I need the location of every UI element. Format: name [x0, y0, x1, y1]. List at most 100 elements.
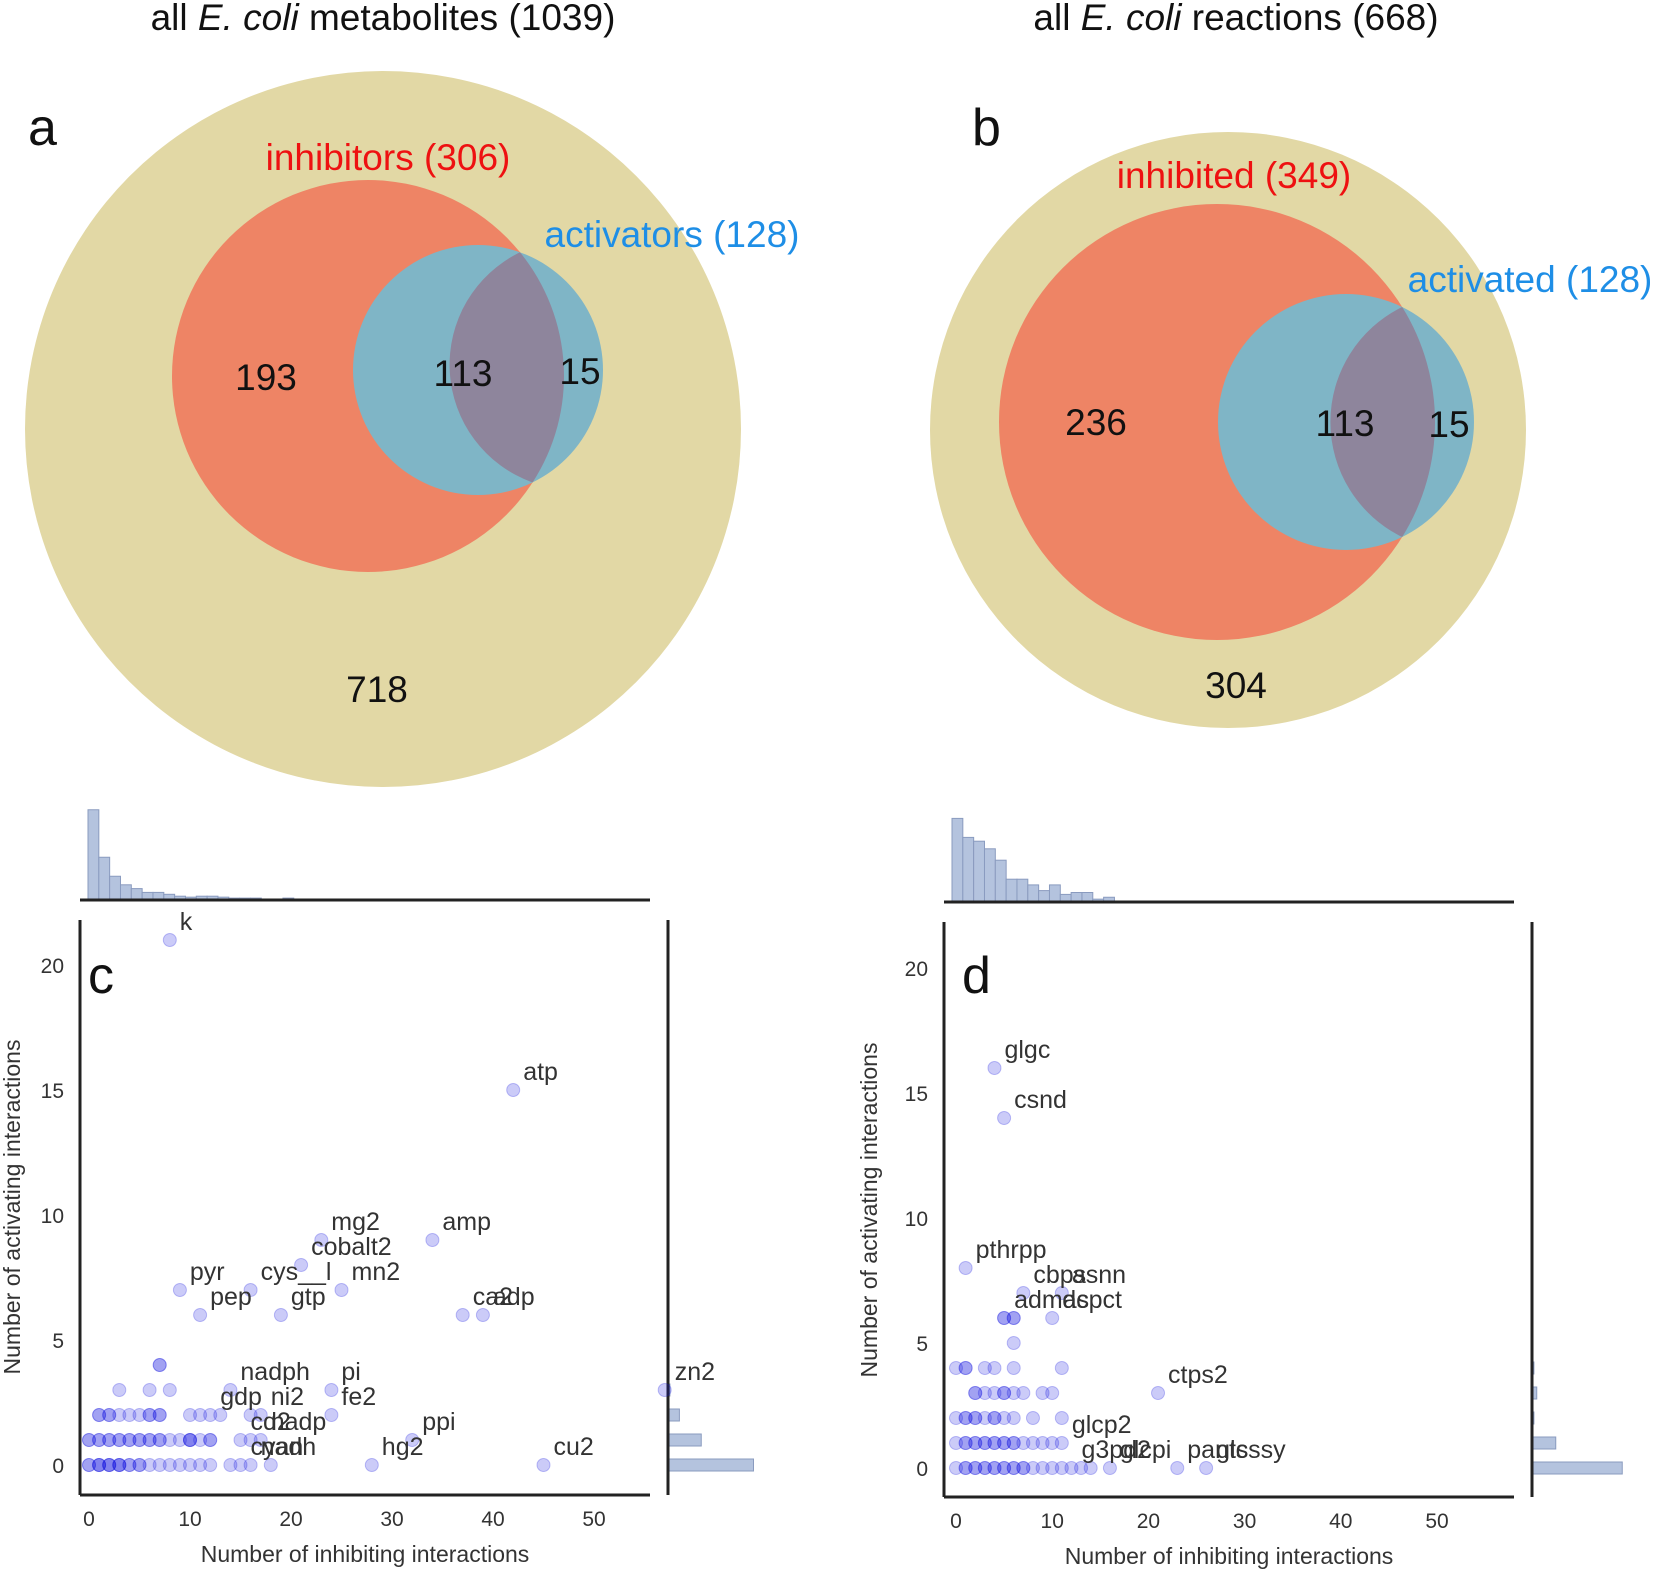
x-tick-label: 0 — [83, 1508, 95, 1531]
scatter-point — [968, 1436, 983, 1450]
venn-b-panel-letter: b — [972, 99, 1001, 157]
scatter-point — [183, 1433, 197, 1447]
point-label: adp — [493, 1283, 535, 1311]
x-tick-label: 30 — [1233, 1510, 1256, 1533]
scatter-point — [102, 1458, 117, 1472]
scatter-point — [132, 1433, 147, 1447]
scatter-point — [958, 1436, 973, 1450]
point-label: pi — [341, 1358, 360, 1386]
top-hist-bar — [951, 817, 964, 903]
scatter-point — [92, 1458, 107, 1472]
scatter-point — [243, 1408, 258, 1422]
point-label: glcpi — [1120, 1436, 1171, 1464]
scatter-point — [1006, 1436, 1021, 1450]
scatter-point — [1006, 1386, 1021, 1400]
scatter-point — [92, 1458, 107, 1472]
scatter-point — [122, 1433, 137, 1447]
scatter-point — [968, 1386, 983, 1400]
scatter-point — [92, 1433, 107, 1447]
top-hist-bar — [1016, 878, 1029, 903]
scatter-point — [455, 1308, 470, 1322]
x-tick-label: 0 — [950, 1510, 962, 1533]
scatter-point — [997, 1436, 1012, 1450]
point-label: atp — [523, 1058, 558, 1086]
scatter-point — [405, 1433, 420, 1447]
venn-b-both: 113 — [1316, 403, 1375, 444]
point-label: nadh — [261, 1433, 317, 1461]
point-label: pthrpp — [976, 1236, 1047, 1264]
scatter-point — [142, 1383, 157, 1397]
scatter-point — [977, 1361, 992, 1375]
point-label: asnn — [1072, 1261, 1126, 1289]
scatter-point — [243, 1433, 258, 1447]
scatter-point — [183, 1408, 197, 1422]
scatter-point — [968, 1411, 983, 1425]
venn-b-title-italic: E. coli — [1081, 0, 1184, 38]
venn-a-set1-label: inhibitors (306) — [266, 137, 511, 178]
scatter-d-xlabel: Number of inhibiting interactions — [1065, 1543, 1394, 1569]
venn-a-only-set2: 15 — [559, 351, 600, 392]
venn-a-title-suffix: metabolites (1039) — [299, 0, 616, 38]
y-tick-label: 15 — [905, 1083, 928, 1106]
scatter-point — [324, 1383, 339, 1397]
scatter-point — [1199, 1461, 1214, 1475]
scatter-point — [253, 1408, 268, 1422]
scatter-point — [949, 1461, 963, 1475]
scatter-point — [1006, 1311, 1021, 1325]
point-label: mg2 — [331, 1208, 380, 1236]
point-label: ni2 — [271, 1383, 304, 1411]
scatter-point — [132, 1458, 147, 1472]
venn-b-only-set2: 15 — [1428, 404, 1469, 445]
scatter-point — [112, 1408, 127, 1422]
scatter-point — [102, 1433, 117, 1447]
scatter-point — [112, 1458, 127, 1472]
scatter-point — [112, 1458, 127, 1472]
top-hist-bar — [1048, 884, 1061, 903]
y-tick-label: 10 — [41, 1205, 64, 1228]
scatter-point — [1016, 1436, 1031, 1450]
scatter-point — [1006, 1461, 1021, 1475]
top-hist-bar — [983, 848, 996, 903]
point-label: pyr — [190, 1258, 225, 1286]
scatter-point — [193, 1433, 208, 1447]
top-hist-bar — [109, 875, 121, 901]
y-tick-label: 15 — [41, 1080, 64, 1103]
point-label: gtp — [291, 1283, 326, 1311]
right-hist-bar — [667, 1433, 702, 1447]
scatter-point — [977, 1436, 992, 1450]
scatter-point — [142, 1433, 157, 1447]
y-tick-label: 5 — [52, 1330, 64, 1353]
scatter-point — [243, 1458, 258, 1472]
venn-b-only-set1: 236 — [1065, 402, 1127, 443]
scatter-point — [193, 1308, 208, 1322]
scatter-point — [162, 933, 177, 947]
scatter-point — [142, 1408, 157, 1422]
scatter-point — [997, 1311, 1012, 1325]
point-label: cobalt2 — [311, 1233, 392, 1261]
scatter-point — [997, 1111, 1012, 1125]
x-tick-label: 10 — [178, 1508, 201, 1531]
scatter-point — [1006, 1336, 1021, 1350]
scatter-point — [987, 1461, 1002, 1475]
right-hist-bar — [1531, 1436, 1557, 1450]
scatter-point — [1006, 1411, 1021, 1425]
scatter-point — [364, 1458, 379, 1472]
scatter-point — [958, 1361, 973, 1375]
top-hist-bar — [98, 856, 111, 901]
scatter-point — [193, 1458, 208, 1472]
scatter-point — [958, 1461, 973, 1475]
scatter-point — [122, 1458, 137, 1472]
point-label: glcp2 — [1072, 1411, 1132, 1439]
scatter-d-right-hist — [1531, 1361, 1623, 1475]
scatter-c: 0 10 20 30 40 50 0 5 10 15 20 k atp mg2 amp cobalt2 pyr… — [0, 809, 754, 1567]
point-label: fe2 — [341, 1383, 376, 1411]
x-tick-label: 50 — [582, 1508, 605, 1531]
scatter-point — [334, 1283, 349, 1297]
scatter-c-labels: k atp mg2 amp cobalt2 pyr cys__l mn2 adp pep gtp ca… — [180, 908, 715, 1461]
scatter-point — [132, 1433, 147, 1447]
scatter-point — [92, 1408, 107, 1422]
scatter-d: 0 10 20 30 40 50 0 5 10 15 20 glgc csnd pthrppcbpsas… — [856, 817, 1623, 1569]
scatter-point — [1016, 1286, 1031, 1300]
